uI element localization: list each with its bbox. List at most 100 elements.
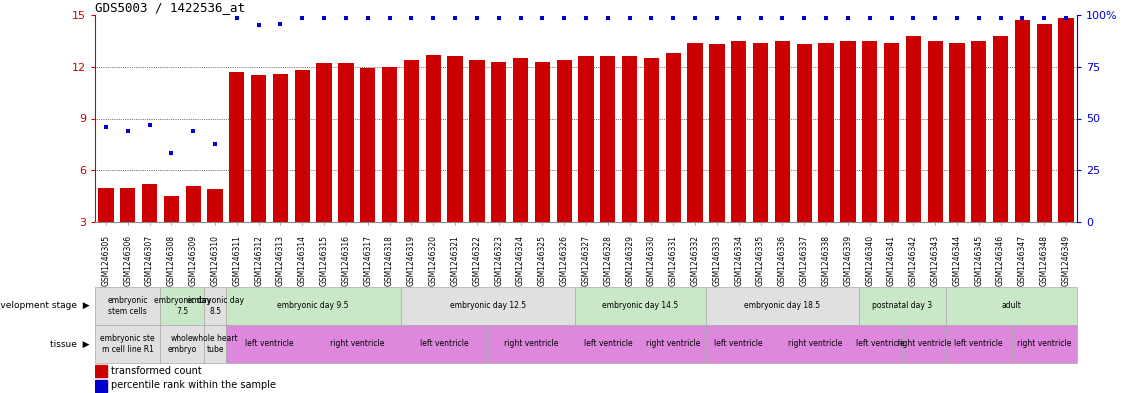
Point <box>970 15 988 21</box>
Bar <box>225 287 400 325</box>
Text: GSM1246340: GSM1246340 <box>866 235 875 286</box>
Text: embryonic day 9.5: embryonic day 9.5 <box>277 301 349 310</box>
Text: right ventricle: right ventricle <box>504 340 559 349</box>
Bar <box>1012 325 1077 363</box>
Text: GSM1246310: GSM1246310 <box>211 235 220 286</box>
Bar <box>946 287 1077 325</box>
Bar <box>906 36 921 222</box>
Text: GSM1246326: GSM1246326 <box>560 235 569 286</box>
Point <box>402 15 420 21</box>
Text: left ventricle: left ventricle <box>246 340 294 349</box>
Point <box>1013 15 1031 21</box>
Bar <box>361 68 375 222</box>
Point <box>358 15 376 21</box>
Point <box>228 15 246 21</box>
Text: tissue  ▶: tissue ▶ <box>50 340 89 349</box>
Text: embryonic day 14.5: embryonic day 14.5 <box>603 301 678 310</box>
Bar <box>946 325 1012 363</box>
Bar <box>317 63 331 222</box>
Bar <box>1058 18 1074 222</box>
Bar <box>400 287 575 325</box>
Bar <box>469 60 485 222</box>
Bar <box>731 41 746 222</box>
Bar <box>797 44 811 222</box>
Bar <box>575 325 640 363</box>
Text: GSM1246337: GSM1246337 <box>800 235 809 286</box>
Point <box>621 15 639 21</box>
Text: GSM1246347: GSM1246347 <box>1018 235 1027 286</box>
Bar <box>644 58 659 222</box>
Bar <box>121 187 135 222</box>
Text: GSM1246311: GSM1246311 <box>232 235 241 286</box>
Bar <box>207 189 223 222</box>
Point <box>817 15 835 21</box>
Bar <box>640 325 706 363</box>
Text: right ventricle: right ventricle <box>330 340 384 349</box>
Point <box>381 15 399 21</box>
Bar <box>557 60 571 222</box>
Point <box>533 15 551 21</box>
Bar <box>753 42 769 222</box>
Bar <box>142 184 157 222</box>
Text: embryonic day 12.5: embryonic day 12.5 <box>450 301 526 310</box>
Text: embryonic day
8.5: embryonic day 8.5 <box>187 296 243 316</box>
Point <box>184 127 202 134</box>
Bar <box>993 36 1009 222</box>
Text: GSM1246306: GSM1246306 <box>123 235 132 286</box>
Text: embryonic day 18.5: embryonic day 18.5 <box>744 301 820 310</box>
Text: GSM1246338: GSM1246338 <box>822 235 831 286</box>
Point <box>708 15 726 21</box>
Point <box>490 15 508 21</box>
Bar <box>204 325 225 363</box>
Text: GSM1246332: GSM1246332 <box>691 235 700 286</box>
Bar <box>160 325 204 363</box>
Point <box>926 15 944 21</box>
Text: GSM1246325: GSM1246325 <box>538 235 547 286</box>
Bar <box>971 41 986 222</box>
Text: GSM1246331: GSM1246331 <box>668 235 677 286</box>
Point <box>642 15 660 21</box>
Text: GSM1246345: GSM1246345 <box>975 235 983 286</box>
Bar <box>772 325 859 363</box>
Text: GSM1246307: GSM1246307 <box>145 235 154 286</box>
Point <box>598 15 616 21</box>
Bar <box>225 325 313 363</box>
Text: GSM1246346: GSM1246346 <box>996 235 1005 286</box>
Bar <box>1037 24 1051 222</box>
Text: GSM1246348: GSM1246348 <box>1040 235 1049 286</box>
Point <box>424 15 442 21</box>
Text: GDS5003 / 1422536_at: GDS5003 / 1422536_at <box>95 1 245 14</box>
Bar <box>163 196 179 222</box>
Text: GSM1246330: GSM1246330 <box>647 235 656 286</box>
Text: left ventricle: left ventricle <box>420 340 469 349</box>
Bar <box>251 75 266 222</box>
Point <box>162 150 180 156</box>
Bar <box>1014 20 1030 222</box>
Point <box>664 15 682 21</box>
Text: GSM1246342: GSM1246342 <box>908 235 917 286</box>
Text: GSM1246313: GSM1246313 <box>276 235 285 286</box>
Point <box>316 15 334 21</box>
Point <box>446 15 464 21</box>
Bar <box>859 287 946 325</box>
Text: whole heart
tube: whole heart tube <box>193 334 238 354</box>
Bar <box>160 287 204 325</box>
Bar <box>229 72 245 222</box>
Point <box>686 15 704 21</box>
Point <box>337 15 355 21</box>
Text: GSM1246321: GSM1246321 <box>451 235 460 286</box>
Text: GSM1246318: GSM1246318 <box>385 235 394 286</box>
Text: percentile rank within the sample: percentile rank within the sample <box>110 380 276 391</box>
Text: GSM1246334: GSM1246334 <box>735 235 743 286</box>
Point <box>1036 15 1054 21</box>
Point <box>512 15 530 21</box>
Point <box>293 15 311 21</box>
Bar <box>687 42 703 222</box>
Point <box>468 15 486 21</box>
Text: GSM1246327: GSM1246327 <box>582 235 591 286</box>
Bar <box>601 57 615 222</box>
Bar <box>313 325 400 363</box>
Text: GSM1246322: GSM1246322 <box>472 235 481 286</box>
Point <box>141 122 159 129</box>
Text: GSM1246333: GSM1246333 <box>712 235 721 286</box>
